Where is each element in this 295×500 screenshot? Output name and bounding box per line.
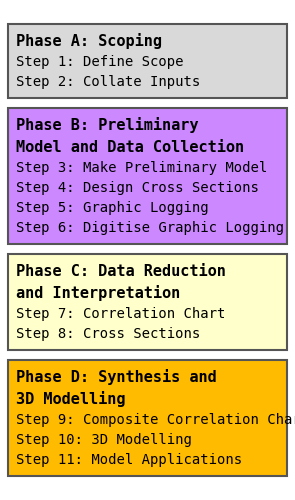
Text: 3D Modelling: 3D Modelling [16,391,125,407]
Text: Step 2: Collate Inputs: Step 2: Collate Inputs [16,75,200,89]
Text: Phase C: Data Reduction: Phase C: Data Reduction [16,264,226,278]
Text: and Interpretation: and Interpretation [16,285,180,301]
Text: Model and Data Collection: Model and Data Collection [16,140,244,154]
Text: Step 11: Model Applications: Step 11: Model Applications [16,453,242,467]
Bar [8,24,287,98]
Bar [8,108,287,244]
Text: Step 10: 3D Modelling: Step 10: 3D Modelling [16,433,192,447]
Text: Phase B: Preliminary: Phase B: Preliminary [16,117,199,133]
Text: Step 4: Design Cross Sections: Step 4: Design Cross Sections [16,181,259,195]
Bar [8,360,287,476]
Text: Step 8: Cross Sections: Step 8: Cross Sections [16,327,200,341]
Bar [8,254,287,350]
Text: Step 1: Define Scope: Step 1: Define Scope [16,55,183,69]
Text: Step 3: Make Preliminary Model: Step 3: Make Preliminary Model [16,161,267,175]
Text: Phase A: Scoping: Phase A: Scoping [16,33,162,49]
Text: Phase D: Synthesis and: Phase D: Synthesis and [16,369,217,385]
Text: Step 6: Digitise Graphic Logging: Step 6: Digitise Graphic Logging [16,221,284,235]
Text: Step 7: Correlation Chart: Step 7: Correlation Chart [16,307,225,321]
Text: Step 9: Composite Correlation Chart: Step 9: Composite Correlation Chart [16,413,295,427]
Text: Step 5: Graphic Logging: Step 5: Graphic Logging [16,201,209,215]
